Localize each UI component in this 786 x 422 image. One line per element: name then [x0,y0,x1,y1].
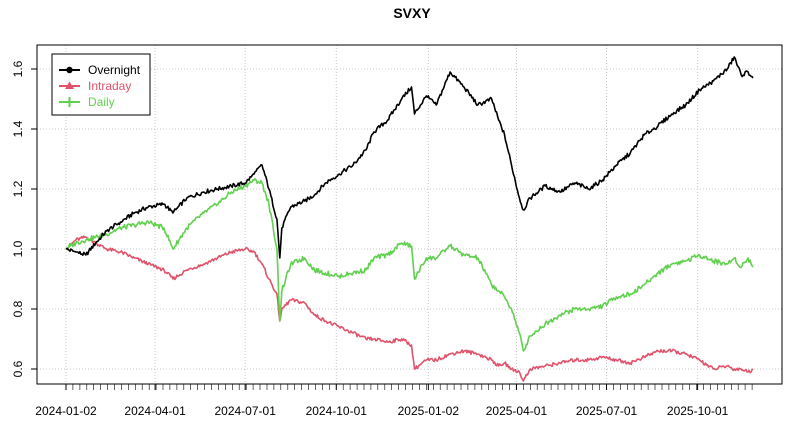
y-tick-label-1-6: 1.6 [11,60,25,77]
legend-label-intraday: Intraday [88,79,131,93]
legend-marker-daily [64,97,75,107]
series-line-intraday [65,235,754,382]
y-tick-label-0-8: 0.8 [11,300,25,317]
y-tick-label-0-6: 0.6 [11,360,25,377]
y-tick-label-1-4: 1.4 [11,120,25,137]
legend: Overnight Intraday Daily [51,53,151,116]
series-line-daily [65,178,754,352]
x-tick-label-2025-04-01: 2025-04-01 [486,404,548,418]
series-layer [65,56,754,382]
x-tick-label-2025-07-01: 2025-07-01 [576,404,638,418]
legend-marker-overnight [66,66,73,74]
x-axis: 2024-01-02 2024-04-01 2024-07-01 2024-10-01… [35,384,753,418]
x-tick-label-2025-10-01: 2025-10-01 [667,404,729,418]
legend-marker-intraday [65,81,74,89]
legend-label-daily: Daily [88,95,115,109]
x-tick-label-2024-07-01: 2024-07-01 [214,404,276,418]
plot-frame [36,44,783,385]
x-minor-ticks [65,384,753,390]
x-tick-label-2024-04-01: 2024-04-01 [124,404,186,418]
series-line-overnight [65,56,754,259]
x-tick-label-2024-01-02: 2024-01-02 [35,404,97,418]
y-axis: 0.6 0.8 1.0 1.2 1.4 1.6 [11,60,37,377]
grid-lines [37,45,782,384]
x-tick-label-2025-01-02: 2025-01-02 [398,404,460,418]
legend-label-overnight: Overnight [88,63,141,77]
x-tick-label-2024-10-01: 2024-10-01 [306,404,368,418]
y-tick-label-1-2: 1.2 [11,180,25,197]
chart-title: SVXY [393,5,431,21]
y-tick-label-1: 1.0 [11,240,25,257]
